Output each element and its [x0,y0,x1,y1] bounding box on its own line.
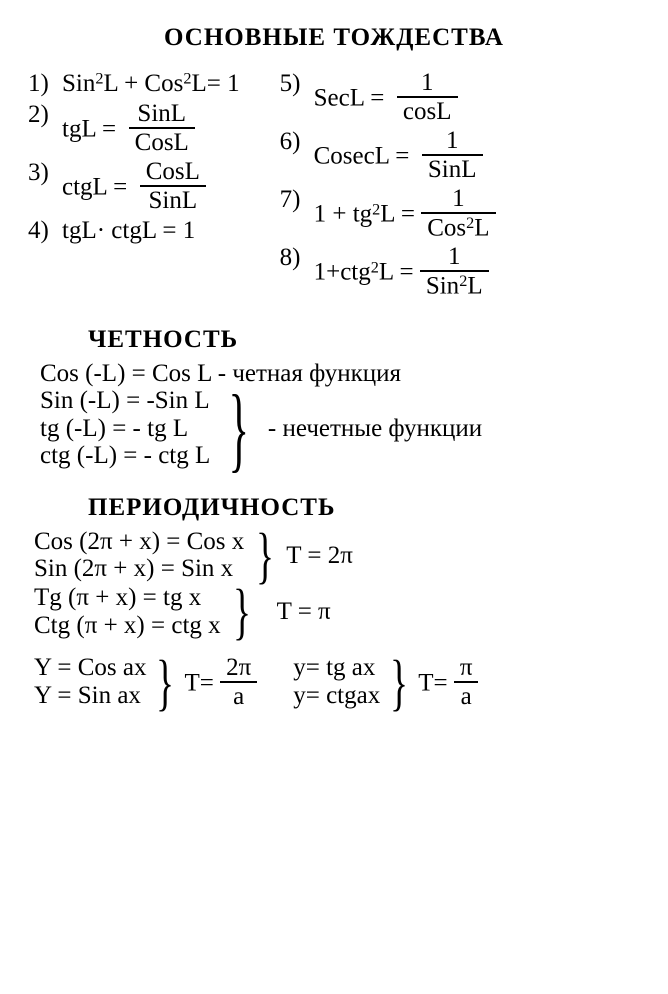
formula-text: tgL = SinLCosL [62,101,195,155]
num-label: 4) [28,217,62,245]
num-label: 5) [280,70,314,98]
parity-line: Sin (-L) = -Sin L [40,387,210,415]
parity-line: Cos (-L) = Cos L - четная функция [40,360,640,388]
identity-4: 4) tgL· ctgL = 1 [28,217,240,245]
identity-7: 7) 1 + tg2L = 1Cos2L [280,186,496,240]
page-title: ОСНОВНЫЕ ТОЖДЕСТВА [28,24,640,52]
formula-text: 1+ctg2L = 1Sin2L [314,244,489,298]
num-label: 1) [28,70,62,98]
formula-text: 1 + tg2L = 1Cos2L [314,186,496,240]
periodicity-block: Cos (2π + x) = Cos x Sin (2π + x) = Sin … [28,527,640,710]
curly-brace-icon: } [229,388,250,469]
num-label: 3) [28,159,62,187]
parity-line: tg (-L) = - tg L [40,415,210,443]
formula-text: SecL = 1cosL [314,70,458,124]
period-value: T = π [277,598,331,626]
period-line: Ctg (π + x) = ctg x [34,612,221,640]
identity-2: 2) tgL = SinLCosL [28,101,240,155]
identities-columns: 1) Sin2L + Cos2L= 1 2) tgL = SinLCosL 3)… [28,70,640,303]
identities-right: 5) SecL = 1cosL 6) CosecL = 1SinL 7) 1 +… [280,70,496,303]
section-periodicity-title: ПЕРИОДИЧНОСТЬ [88,494,640,522]
period-tg-ctg-ax: y= tg ax y= ctgax } T= πa [287,654,478,710]
period-formula: T= 2πa [184,655,257,709]
period-line: Tg (π + x) = tg x [34,584,221,612]
num-label: 7) [280,186,314,214]
parity-line: ctg (-L) = - ctg L [40,442,210,470]
num-label: 6) [280,128,314,156]
num-label: 8) [280,244,314,272]
period-line: Sin (2π + x) = Sin x [34,555,244,583]
period-line: Cos (2π + x) = Cos x [34,528,244,556]
curly-brace-icon: } [156,654,174,710]
parity-block: Cos (-L) = Cos L - четная функция Sin (-… [34,360,640,470]
curly-brace-icon: } [233,583,251,639]
formula-text: Sin2L + Cos2L= 1 [62,70,240,98]
period-line: Y = Sin ax [34,682,146,710]
section-parity-title: ЧЕТНОСТЬ [88,326,640,354]
period-line: y= tg ax [293,654,380,682]
period-general: Y = Cos ax Y = Sin ax } T= 2πa y= tg ax … [28,654,640,710]
period-group-2pi: Cos (2π + x) = Cos x Sin (2π + x) = Sin … [28,527,353,583]
num-label: 2) [28,101,62,129]
identity-5: 5) SecL = 1cosL [280,70,496,124]
parity-note: - нечетные функции [268,415,482,443]
formula-text: tgL· ctgL = 1 [62,217,195,245]
identity-1: 1) Sin2L + Cos2L= 1 [28,70,240,98]
period-cos-sin-ax: Y = Cos ax Y = Sin ax } T= 2πa [28,654,257,710]
identities-left: 1) Sin2L + Cos2L= 1 2) tgL = SinLCosL 3)… [28,70,240,303]
identity-3: 3) ctgL = CosLSinL [28,159,240,213]
parity-odd-group: Sin (-L) = -Sin L tg (-L) = - tg L ctg (… [34,387,482,470]
period-group-pi: Tg (π + x) = tg x Ctg (π + x) = ctg x } … [28,583,331,639]
formula-text: CosecL = 1SinL [314,128,483,182]
period-line: y= ctgax [293,682,380,710]
curly-brace-icon: } [390,654,408,710]
curly-brace-icon: } [256,527,274,583]
identity-8: 8) 1+ctg2L = 1Sin2L [280,244,496,298]
period-line: Y = Cos ax [34,654,146,682]
formula-text: ctgL = CosLSinL [62,159,206,213]
period-formula: T= πa [418,655,478,709]
period-value: T = 2π [286,542,353,570]
identity-6: 6) CosecL = 1SinL [280,128,496,182]
